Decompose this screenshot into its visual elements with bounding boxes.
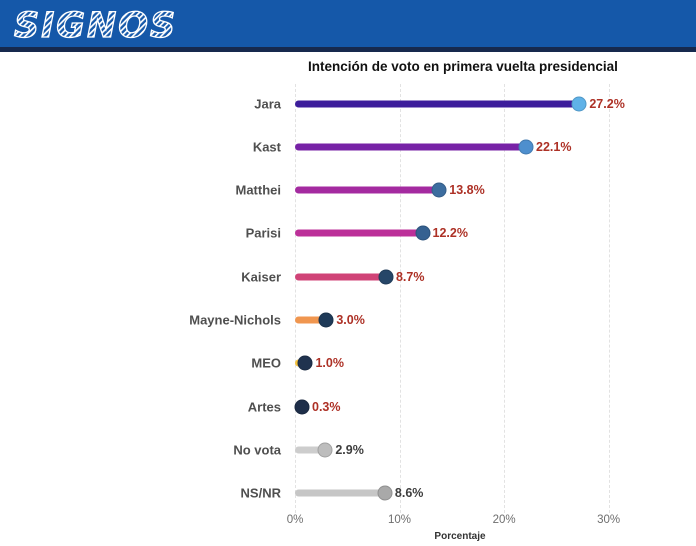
value-label: 0.3% [312, 399, 341, 414]
category-label: Jara [254, 96, 281, 111]
value-dot [317, 442, 333, 458]
x-tick-20: 20% [492, 514, 516, 526]
value-label: 8.7% [395, 269, 425, 284]
value-label: 27.2% [589, 96, 625, 111]
value-bar [295, 186, 440, 194]
x-tick-10: 10% [388, 514, 412, 526]
chart-title: Intención de voto en primera vuelta pres… [308, 59, 618, 74]
category-label: Kaiser [241, 269, 281, 285]
value-label: 3.0% [336, 313, 365, 327]
value-dot [318, 312, 334, 328]
value-dot [297, 355, 313, 371]
vote-intention-chart: Intención de voto en primera vuelta pres… [0, 52, 696, 546]
chart-row-jara: Jara 27.2% [0, 82, 696, 125]
signos-logo: SIGNOS [13, 5, 177, 46]
chart-rows: Jara 27.2% Kast 22.1% Matthei 13.8% Parisi 12.2… [0, 82, 696, 515]
value-dot [518, 139, 534, 155]
row-plot: 8.6% [295, 472, 696, 515]
chart-row-ns-nr: NS/NR 8.6% [0, 472, 696, 515]
row-plot: 12.2% [295, 212, 696, 255]
value-bar [295, 229, 423, 237]
x-tick-0: 0% [286, 514, 304, 526]
value-bar [295, 100, 580, 107]
chart-row-artes: Artes 0.3% [0, 385, 696, 428]
app-header: SIGNOS [0, 0, 696, 52]
value-bar [295, 446, 326, 454]
chart-row-meo: MEO 1.0% [0, 342, 696, 385]
category-label: Parisi [245, 225, 281, 241]
value-label: 8.6% [394, 486, 424, 501]
chart-row-kast: Kast 22.1% [0, 125, 696, 168]
signos-logo-text: SIGNOS [14, 6, 177, 46]
value-dot [377, 485, 393, 501]
value-dot [378, 269, 394, 285]
chart-row-kaiser: Kaiser 8.7% [0, 255, 696, 298]
value-label: 12.2% [432, 226, 468, 241]
x-axis-label: Porcentaje [434, 531, 486, 542]
chart-row-matthei: Matthei 13.8% [0, 169, 696, 212]
value-bar [295, 273, 386, 281]
category-label: Kast [252, 139, 281, 155]
category-label: NS/NR [240, 485, 281, 501]
x-tick-30: 30% [597, 514, 621, 526]
category-label: Matthei [235, 182, 282, 198]
chart-row-parisi: Parisi 12.2% [0, 212, 696, 255]
row-plot: 13.8% [295, 169, 696, 212]
value-label: 13.8% [449, 183, 485, 198]
value-dot [571, 96, 587, 111]
row-plot: 3.0% [295, 299, 696, 342]
row-plot: 2.9% [295, 428, 696, 471]
value-bar [295, 143, 527, 151]
value-bar [295, 489, 385, 497]
row-plot: 8.7% [295, 255, 696, 298]
category-label: Mayne-Nichols [189, 312, 281, 328]
value-label: 2.9% [335, 442, 364, 457]
value-bar [295, 316, 327, 324]
value-dot [431, 182, 447, 198]
row-plot: 0.3% [294, 385, 696, 428]
chart-row-mayne-nichols: Mayne-Nichols 3.0% [0, 299, 696, 342]
category-label: No vota [233, 442, 281, 458]
row-plot: 22.1% [295, 125, 696, 168]
row-plot: 27.2% [295, 82, 696, 125]
value-dot [294, 399, 310, 415]
value-dot [415, 225, 431, 241]
category-label: MEO [251, 355, 281, 371]
chart-row-no-vota: No vota 2.9% [0, 428, 696, 471]
category-label: Artes [247, 399, 281, 415]
row-plot: 1.0% [295, 342, 696, 385]
value-label: 22.1% [536, 139, 572, 154]
x-axis-ticks: 0% 10% 20% 30% [287, 514, 640, 529]
value-label: 1.0% [315, 356, 344, 371]
